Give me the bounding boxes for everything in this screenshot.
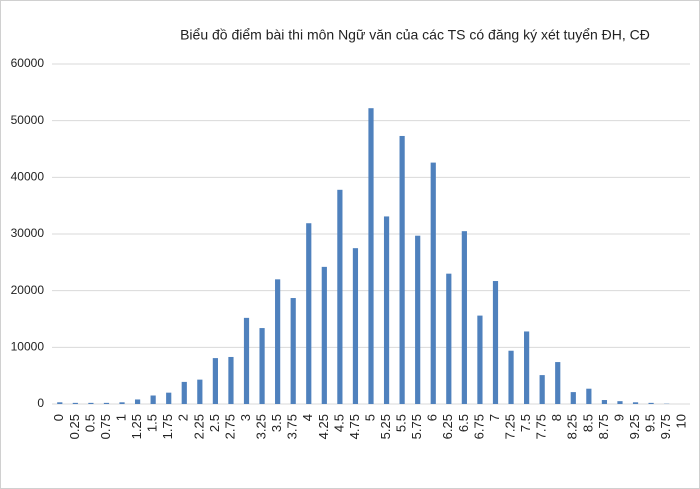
x-tick-label: 3.25 bbox=[254, 414, 269, 439]
x-tick-label: 1.25 bbox=[129, 414, 144, 439]
x-tick-label: 5 bbox=[362, 414, 377, 421]
bar bbox=[477, 315, 483, 404]
bar bbox=[88, 402, 94, 404]
x-tick-label: 0 bbox=[51, 414, 66, 421]
x-tick-label: 7.75 bbox=[534, 414, 549, 439]
bar bbox=[181, 381, 187, 404]
x-tick-label: 2.75 bbox=[222, 414, 237, 439]
x-tick-label: 4.5 bbox=[331, 414, 346, 432]
y-tick-label: 60000 bbox=[11, 56, 45, 70]
bar bbox=[632, 402, 639, 404]
y-tick-label: 30000 bbox=[11, 226, 45, 240]
x-tick-label: 5.25 bbox=[378, 414, 393, 439]
bar bbox=[492, 281, 499, 404]
bar bbox=[617, 401, 623, 404]
x-tick-label: 7.5 bbox=[518, 414, 533, 432]
x-tick-label: 3 bbox=[238, 414, 253, 421]
x-tick-label: 3.5 bbox=[269, 414, 284, 432]
x-tick-label: 9.5 bbox=[643, 414, 658, 432]
bar bbox=[72, 402, 78, 404]
bar bbox=[212, 358, 218, 404]
bar bbox=[648, 402, 654, 404]
x-tick-label: 8.25 bbox=[565, 414, 580, 439]
x-tick-label: 0.5 bbox=[82, 414, 97, 432]
bar bbox=[243, 317, 250, 404]
x-tick-label: 6.25 bbox=[440, 414, 455, 439]
x-tick-label: 1.75 bbox=[160, 414, 175, 439]
x-tick-label: 8.5 bbox=[580, 414, 595, 432]
bar bbox=[539, 375, 545, 404]
bar bbox=[570, 392, 576, 404]
x-tick-label: 9 bbox=[611, 414, 626, 421]
x-tick-label: 5.75 bbox=[409, 414, 424, 439]
x-tick-label: 2 bbox=[176, 414, 191, 421]
x-tick-label: 6.5 bbox=[456, 414, 471, 432]
bar bbox=[57, 402, 63, 404]
bar bbox=[290, 298, 296, 404]
x-tick-label: 4.25 bbox=[316, 414, 331, 439]
bar bbox=[166, 392, 172, 404]
x-tick-label: 0.25 bbox=[67, 414, 82, 439]
x-tick-label: 2.25 bbox=[191, 414, 206, 439]
x-tick-label: 6 bbox=[425, 414, 440, 421]
x-tick-label: 8.75 bbox=[596, 414, 611, 439]
bar bbox=[524, 331, 530, 404]
x-tick-label: 10 bbox=[674, 414, 689, 428]
x-tick-label: 3.75 bbox=[285, 414, 300, 439]
bar bbox=[508, 350, 514, 404]
bar bbox=[134, 399, 141, 404]
chart-title: Biểu đồ điểm bài thi môn Ngữ văn của các… bbox=[180, 27, 650, 43]
bar bbox=[321, 266, 327, 404]
bar bbox=[228, 356, 234, 404]
bar bbox=[150, 395, 156, 404]
x-tick-label: 1 bbox=[113, 414, 128, 421]
x-tick-label: 7 bbox=[487, 414, 502, 421]
bar bbox=[601, 400, 608, 404]
bar bbox=[461, 231, 467, 404]
bar bbox=[430, 162, 436, 404]
x-tick-label: 4.75 bbox=[347, 414, 362, 439]
x-tick-label: 0.75 bbox=[98, 414, 113, 439]
bar bbox=[337, 189, 343, 404]
x-tick-label: 2.5 bbox=[207, 414, 222, 432]
y-tick-label: 50000 bbox=[11, 113, 45, 127]
bar bbox=[399, 135, 405, 404]
x-tick-label: 6.75 bbox=[471, 414, 486, 439]
x-tick-label: 8 bbox=[549, 414, 564, 421]
bar bbox=[352, 248, 359, 404]
bar bbox=[383, 216, 390, 404]
bar bbox=[555, 362, 561, 404]
x-tick-label: 7.25 bbox=[502, 414, 517, 439]
y-tick-label: 20000 bbox=[11, 283, 45, 297]
bar bbox=[586, 388, 592, 404]
x-tick-label: 1.5 bbox=[145, 414, 160, 432]
y-tick-label: 0 bbox=[37, 396, 44, 410]
y-tick-label: 10000 bbox=[11, 340, 45, 354]
x-tick-label: 5.5 bbox=[394, 414, 409, 432]
bar bbox=[103, 402, 110, 404]
bar bbox=[275, 279, 281, 404]
x-tick-label: 4 bbox=[300, 414, 315, 421]
bar bbox=[446, 273, 452, 404]
bar bbox=[119, 402, 125, 404]
bar bbox=[415, 235, 421, 404]
x-tick-label: 9.25 bbox=[627, 414, 642, 439]
bar bbox=[259, 328, 265, 404]
bar bbox=[368, 108, 374, 404]
bar bbox=[306, 223, 312, 404]
bar bbox=[197, 379, 203, 404]
x-tick-label: 9.75 bbox=[658, 414, 673, 439]
y-tick-label: 40000 bbox=[11, 170, 45, 184]
